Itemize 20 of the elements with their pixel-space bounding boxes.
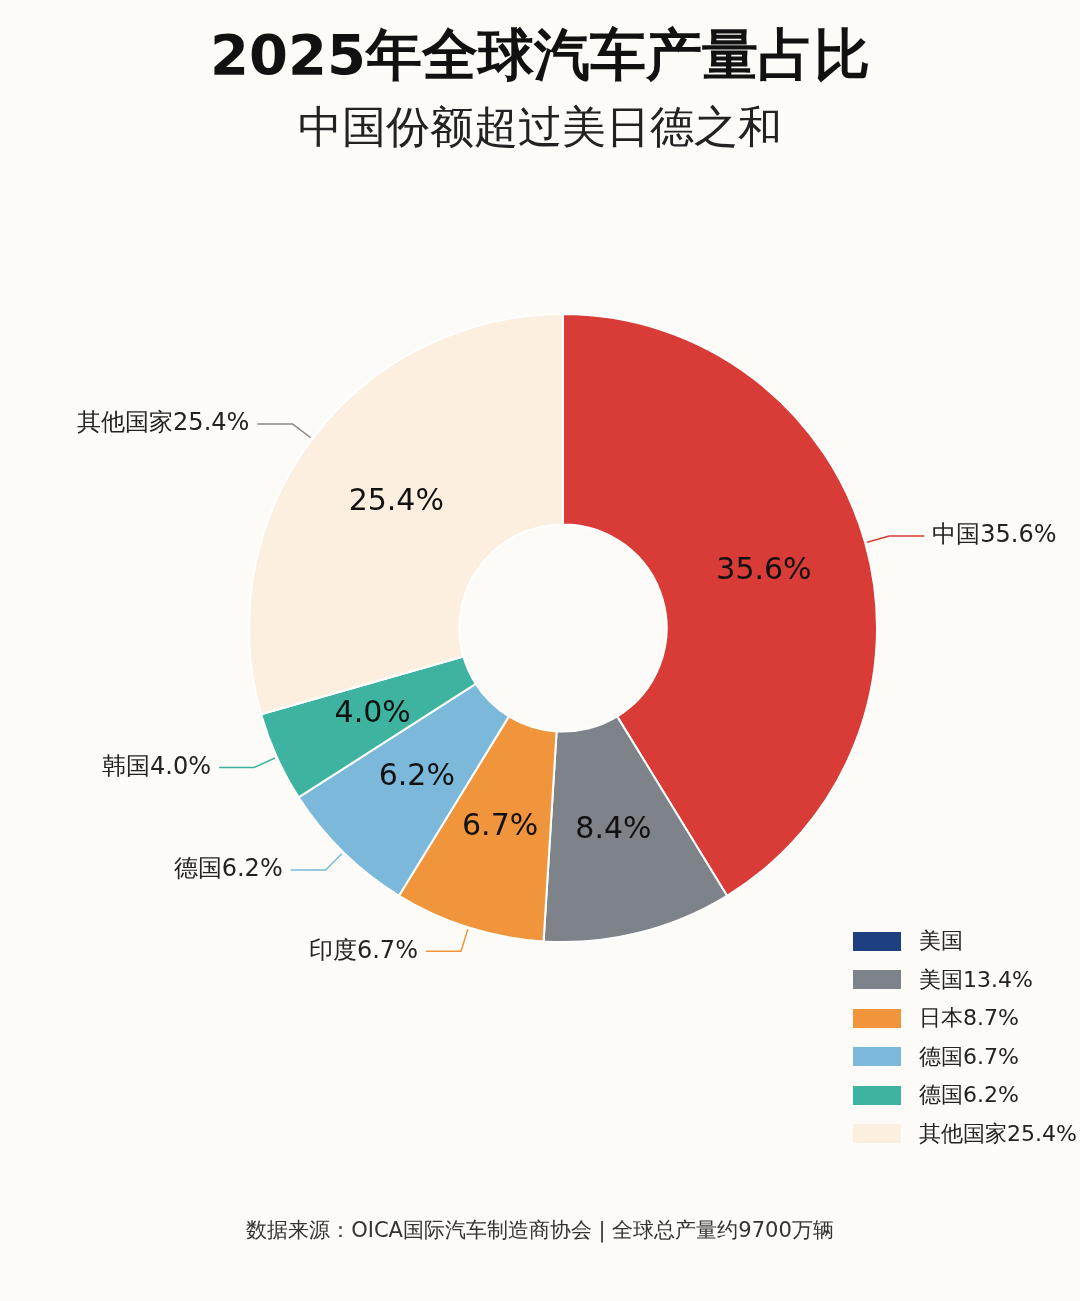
data-label: 25.4%: [348, 482, 444, 518]
slice-label: 德国6.2%: [173, 854, 283, 883]
category-label: 美国13.4%: [919, 965, 1033, 994]
chart-subtitle: 中国份额超过美日德之和: [297, 100, 783, 154]
category-label: 德国6.2%: [919, 1081, 1019, 1110]
source-note: 数据来源：OICA国际汽车制造商协会 | 全球总产量约9700万辆: [245, 1217, 835, 1244]
category-label: 其他国家25.4%: [919, 1119, 1077, 1148]
chart-title: 2025年全球汽车产量占比: [209, 21, 871, 89]
slice-label: 中国35.6%: [932, 520, 1057, 549]
category-label: 美国: [919, 927, 963, 956]
data-label: 6.7%: [462, 806, 539, 842]
slice-label: 韩国4.0%: [102, 751, 212, 780]
data-label: 6.2%: [378, 756, 455, 792]
category-label: 德国6.7%: [919, 1042, 1019, 1071]
slice-label: 印度6.7%: [308, 935, 418, 964]
slice-label: 其他国家25.4%: [77, 408, 250, 437]
data-label: 4.0%: [334, 693, 411, 729]
data-label: 35.6%: [716, 551, 812, 587]
category-label: 日本8.7%: [919, 1004, 1019, 1033]
data-label: 8.4%: [575, 810, 652, 846]
